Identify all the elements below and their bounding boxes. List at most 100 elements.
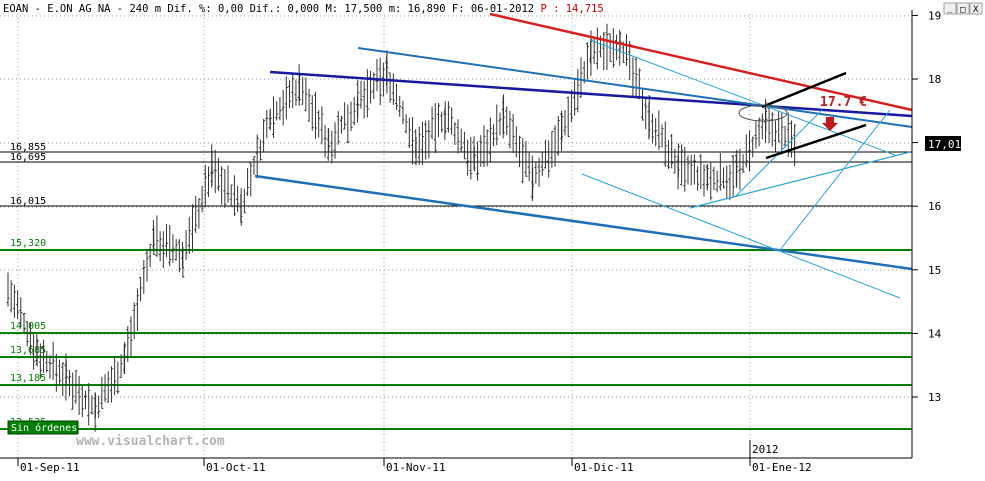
ohlc-bar [414,136,418,166]
close-button[interactable] [969,2,983,15]
ohlc-bar [28,322,32,356]
last-price-box [925,136,961,151]
x-tick-label: 01-Nov-11 [386,461,446,474]
level-label-16695: 16,695 [10,152,46,163]
ohlc-bar [210,150,214,186]
ohlc-bar [339,115,343,134]
ohlc-bar [327,128,331,152]
ohlc-bar [246,167,250,197]
ohlc-bar [488,117,492,162]
ohlc-bar [139,277,143,302]
ohlc-bar [109,366,113,403]
ohlc-bar [654,118,658,147]
ohlc-bar [177,239,181,273]
order-button[interactable] [7,420,79,435]
ohlc-bar [313,91,317,139]
ohlc-bar [534,162,538,184]
ohlc-bar [320,106,324,145]
ohlc-bar [514,126,518,158]
header-min: m: 16,890 [389,3,446,15]
ohlc-bar [135,288,139,332]
ohlc-bar [757,117,761,147]
ohlc-bar [492,124,496,147]
ohlc-bar [585,42,589,80]
ohlc-bar [433,102,437,154]
ohlc-bar [148,243,152,267]
ohlc-bar [401,100,405,125]
y-tick-label: 15 [928,264,941,277]
ohlc-bar [495,104,499,146]
ohlc-bar [126,326,130,363]
highlight-ellipse [738,104,788,122]
window-controls: _ □ X [943,2,983,15]
ohlc-bar [524,141,528,177]
ohlc-bar [754,121,758,149]
ohlc-bar [670,134,674,169]
ohlc-bar [443,101,447,135]
ohlc-bar [527,151,531,182]
ohlc-bar [74,370,78,404]
ohlc-bar [83,390,87,410]
ohlc-bar [628,40,632,81]
ohlc-bar [625,34,629,67]
ohlc-bar [453,122,457,145]
ohlc-bar [521,138,525,184]
ohlc-bar [362,80,366,119]
ohlc-bar [365,69,369,118]
minimize-button[interactable] [943,2,957,15]
trendline-navy [269,70,913,118]
ohlc-bar [258,139,262,161]
ohlc-bar [650,113,654,144]
ohlc-bar [466,139,470,176]
ohlc-bar [32,334,36,370]
ohlc-bar [738,148,742,191]
header-interval: 240 m Dif [129,3,186,15]
ohlc-bar [479,135,483,167]
ohlc-bar [436,102,440,138]
ohlc-bar [773,120,777,152]
ohlc-bar [547,140,551,178]
ohlc-bar [255,134,259,179]
ohlc-bar [641,87,645,121]
ohlc-bar [751,136,755,158]
header-name: E.ON AG NA [47,3,111,15]
ohlc-bar [119,354,123,379]
close-icon: X [973,5,979,15]
y-tick-label: 19 [928,9,941,22]
level-label-15320: 15,320 [10,238,46,249]
down-arrow-icon [822,117,838,131]
ohlc-bar [440,111,444,133]
ohlc-bar [203,164,207,208]
ohlc-bar [132,302,136,340]
ohlc-bar [391,73,395,105]
restore-button[interactable] [956,2,970,15]
ohlc-bar [702,164,706,197]
ohlc-bar [6,272,10,307]
ohlc-bar [152,226,156,256]
ohlc-bar [200,185,204,213]
price-annotation: 17.7 € [820,95,867,110]
level-label-14005: 14,005 [10,321,46,332]
ohlc-bar [100,376,104,410]
trendline-light-5 [779,109,891,251]
ohlc-bar [223,169,227,208]
y-axis: 13141516171819 [912,9,942,404]
trendline-blue-lower [254,174,913,271]
ohlc-bar [644,97,648,130]
ohlc-bar [275,101,279,121]
ohlc-bar [686,155,690,185]
ohlc-bar [676,143,680,178]
y-tick-label: 18 [928,73,941,86]
ohlc-bar [404,114,408,134]
year-marker: 2012 [752,443,779,456]
ohlc-bar [395,83,399,110]
ohlc-bar [602,31,606,71]
ohlc-bar [226,165,230,203]
ohlc-bar [213,149,217,194]
ohlc-bar [51,341,55,380]
ohlc-bar [278,97,282,121]
ohlc-bar [680,144,684,186]
ohlc-bar [356,79,360,118]
ohlc-bar [22,313,26,333]
restore-icon: □ [960,5,966,15]
